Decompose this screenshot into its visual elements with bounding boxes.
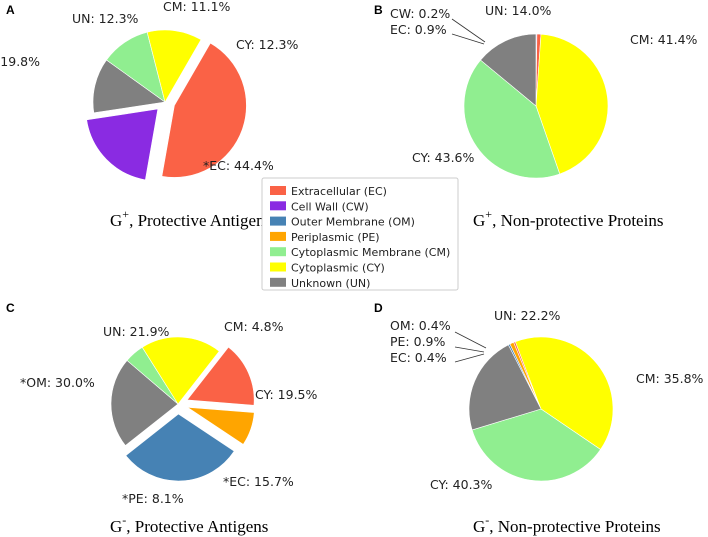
- pie-slice-cw: [86, 108, 159, 181]
- pie-chart-c: *EC: 15.7% *PE: 8.1% *OM: 30.0% UN: 21.9% CM…: [20, 319, 318, 506]
- panel-letter-b: B: [374, 3, 383, 17]
- slice-label-pe: *PE: 8.1%: [122, 491, 184, 506]
- slice-label-un: UN: 21.9%: [103, 324, 170, 339]
- slice-label-ec: *EC: 44.4%: [203, 158, 274, 173]
- slice-label-om: *OM: 30.0%: [20, 375, 95, 390]
- legend: Extracellular (EC) Cell Wall (CW) Outer Me…: [261, 177, 459, 291]
- pie-slice-pe: [186, 406, 255, 445]
- pie-slice-cm: [471, 408, 601, 482]
- slice-label-ec: EC: 0.4%: [390, 350, 447, 365]
- pie-slice-un: [480, 33, 537, 107]
- legend-swatch-cy: [270, 262, 286, 272]
- legend-swatch-ec: [270, 186, 286, 195]
- panel-letter-d: D: [374, 301, 383, 315]
- slice-label-cm: CM: 11.1%: [163, 0, 231, 14]
- slice-label-un: UN: 14.0%: [485, 3, 552, 18]
- leader-line: [454, 331, 487, 349]
- slice-label-cm: CM: 35.8%: [636, 371, 704, 386]
- leader-line: [451, 33, 485, 45]
- pie-slice-ec: [186, 346, 255, 406]
- caption-d: G-, Non-protective Proteins: [473, 513, 661, 536]
- legend-label-cm: Cytoplasmic Membrane (CM): [291, 246, 450, 259]
- pie-slice-cy: [146, 29, 202, 103]
- pie-chart-b: CW: 0.2%EC: 0.9% CY: 43.6% CM: 41.4% UN: 14…: [390, 3, 698, 179]
- slice-label-cw: CW: 0.2%: [390, 6, 450, 21]
- leader-line: [454, 346, 485, 353]
- legend-label-om: Outer Membrane (OM): [291, 216, 415, 229]
- slice-label-cy: CY: 19.5%: [255, 387, 318, 402]
- legend-label-un: Unknown (UN): [291, 277, 370, 290]
- pie-slice-ec: [161, 42, 247, 178]
- pie-chart-a: *EC: 44.4% *CW: 19.8% UN: 12.3% CM: 11.1% CY…: [0, 0, 299, 181]
- slice-label-ec: *EC: 15.7%: [223, 474, 294, 489]
- slice-label-cm: CM: 41.4%: [630, 32, 698, 47]
- pie-slice-cm: [463, 59, 561, 179]
- leader-line: [454, 353, 485, 363]
- legend-frame: [261, 177, 459, 291]
- legend-label-ec: Extracellular (EC): [291, 185, 387, 198]
- pie-slice-om: [125, 413, 235, 482]
- legend-swatch-pe: [270, 231, 286, 241]
- legend-label-cy: Cytoplasmic (CY): [291, 262, 385, 275]
- slice-label-cy: CY: 40.3%: [430, 477, 493, 492]
- slice-label-un: UN: 22.2%: [494, 308, 561, 323]
- legend-swatch-un: [270, 277, 286, 287]
- pie-slice-un: [110, 360, 179, 446]
- slice-label-pe: PE: 0.9%: [390, 334, 445, 349]
- legend-label-cw: Cell Wall (CW): [291, 200, 369, 213]
- panel-letter-c: C: [6, 301, 15, 315]
- pie-slice-un: [468, 344, 542, 431]
- slice-label-om: OM: 0.4%: [390, 318, 451, 333]
- slice-label-cw: *CW: 19.8%: [0, 54, 40, 69]
- legend-label-pe: Periplasmic (PE): [291, 231, 380, 244]
- pie-slice-cy: [514, 336, 614, 450]
- legend-swatch-om: [270, 216, 286, 226]
- slice-label-ec: EC: 0.9%: [390, 22, 447, 37]
- slice-label-cm: CM: 4.8%: [224, 319, 284, 334]
- pie-slice-cy: [535, 33, 609, 175]
- slice-label-un: UN: 12.3%: [72, 11, 139, 26]
- pie-chart-d: OM: 0.4%PE: 0.9%EC: 0.4% CY: 40.3% CM: 35.…: [390, 308, 704, 492]
- legend-swatch-cw: [270, 201, 286, 211]
- caption-b: G+, Non-protective Proteins: [473, 207, 663, 230]
- caption-a: G+, Protective Antigens: [110, 207, 271, 230]
- legend-swatch-cm: [270, 247, 286, 257]
- pie-slice-cy: [141, 336, 220, 405]
- slice-label-cy: CY: 43.6%: [412, 150, 475, 165]
- leader-line: [451, 18, 486, 43]
- slice-label-cy: CY: 12.3%: [236, 37, 299, 52]
- panel-letter-a: A: [6, 3, 15, 17]
- caption-c: G-, Protective Antigens: [110, 513, 268, 536]
